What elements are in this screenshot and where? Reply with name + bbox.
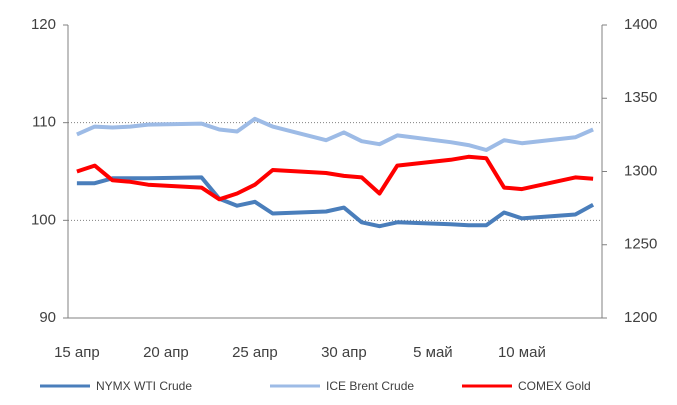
y-tick-label: 110 [32,114,56,131]
x-tick-label: 25 апр [232,344,278,361]
y2-tick-label: 1300 [624,162,657,179]
y-tick-label: 120 [31,16,56,33]
series-line [76,154,594,202]
y2-tick-label: 1200 [624,309,657,326]
y-tick-label: 100 [31,211,56,228]
series-line [76,175,595,229]
x-tick-label: 10 май [498,344,546,361]
legend-label: NYMX WTI Crude [96,379,192,393]
y2-tick-label: 1250 [624,236,657,253]
x-tick-label: 15 апр [54,344,100,361]
x-tick-label: 20 апр [143,344,189,361]
y2-tick-label: 1350 [624,89,657,106]
x-tick-label: 5 май [413,344,453,361]
series-line [76,116,594,152]
y2-tick-label: 1400 [624,16,657,33]
y-tick-label: 90 [39,309,56,326]
legend-label: COMEX Gold [518,379,591,393]
legend-label: ICE Brent Crude [326,379,414,393]
x-tick-label: 30 апр [321,344,367,361]
